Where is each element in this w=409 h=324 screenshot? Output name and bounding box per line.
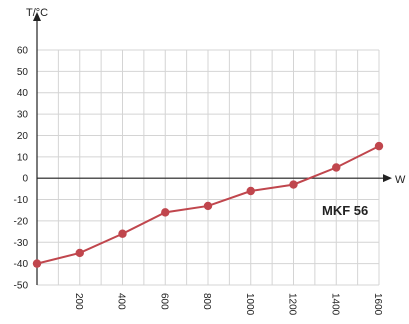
axes bbox=[33, 12, 392, 285]
x-tick-labels: 200 400 600 800 1000 1200 1400 1600 bbox=[73, 293, 383, 316]
y-tick-label: 20 bbox=[17, 131, 29, 142]
x-tick-label: 800 bbox=[201, 293, 212, 310]
data-point bbox=[203, 201, 213, 211]
y-tick-label: 0 bbox=[22, 174, 28, 185]
x-tick-label: 1200 bbox=[287, 293, 298, 316]
data-point bbox=[118, 229, 127, 238]
data-point bbox=[332, 163, 341, 172]
x-tick-label: 400 bbox=[116, 293, 127, 310]
data-point bbox=[75, 248, 84, 258]
y-tick-label: -30 bbox=[14, 238, 29, 249]
data-point bbox=[32, 259, 42, 268]
data-point bbox=[374, 141, 384, 151]
x-axis-arrow-icon bbox=[383, 174, 392, 183]
data-point bbox=[289, 180, 298, 189]
x-tick-label: 1600 bbox=[372, 293, 383, 316]
x-tick-label: 1000 bbox=[244, 293, 255, 316]
y-tick-label: 10 bbox=[17, 152, 29, 163]
y-tick-label: 50 bbox=[17, 67, 29, 78]
y-tick-label: -20 bbox=[14, 216, 29, 227]
x-tick-label: 1400 bbox=[329, 293, 340, 316]
x-tick-label: 200 bbox=[73, 293, 84, 310]
series-label: MKF 56 bbox=[322, 203, 368, 218]
y-tick-label: 40 bbox=[17, 88, 29, 99]
y-tick-label: -10 bbox=[14, 195, 29, 206]
y-tick-label: 30 bbox=[17, 110, 29, 121]
x-tick-label: 600 bbox=[158, 293, 169, 310]
series-layer bbox=[32, 141, 384, 268]
y-tick-labels: 60 50 40 30 20 10 0 -10 -20 -30 -40 -50 bbox=[14, 46, 29, 292]
data-point bbox=[246, 186, 255, 196]
y-tick-label: -50 bbox=[14, 281, 29, 292]
x-axis-title: W bbox=[395, 174, 406, 186]
y-tick-label: 60 bbox=[17, 46, 29, 57]
y-axis-title: T/°C bbox=[26, 7, 48, 19]
y-tick-label: -40 bbox=[14, 259, 29, 270]
y-axis-arrow-icon bbox=[33, 12, 41, 21]
data-point bbox=[161, 208, 170, 217]
